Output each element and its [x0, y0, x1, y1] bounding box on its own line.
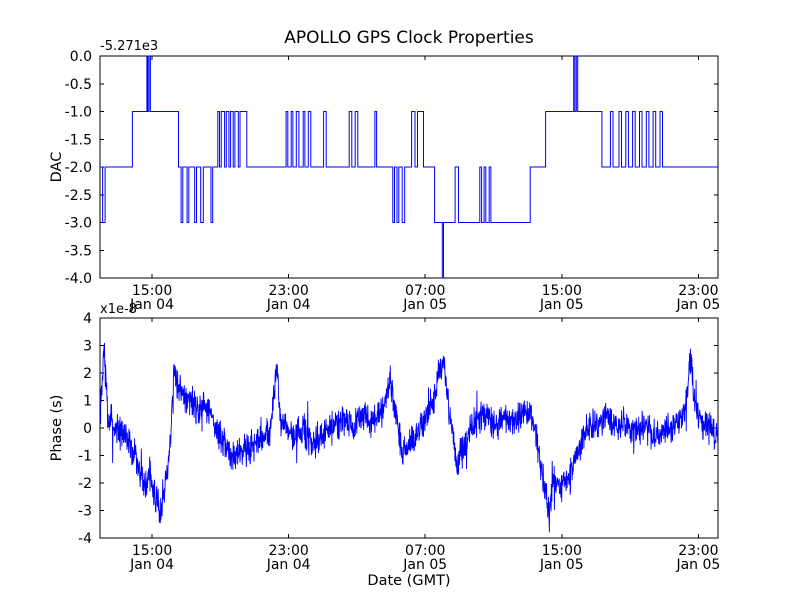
y-tick-label: -1.0 — [65, 105, 92, 121]
y-tick-label: -4.0 — [65, 271, 92, 287]
x-tick-date-label: Jan 05 — [539, 557, 584, 573]
phase-signal-line — [99, 342, 719, 533]
y-tick-label: -2 — [78, 476, 92, 492]
x-tick-time-label: 23:00 — [678, 283, 718, 299]
x-tick-time-label: 15:00 — [542, 543, 582, 559]
x-tick-time-label: 15:00 — [132, 283, 172, 299]
x-tick-time-label: 15:00 — [542, 283, 582, 299]
y-tick-label: -1.5 — [65, 132, 92, 148]
y-tick-label: 4 — [83, 311, 92, 327]
y-tick-label: 3 — [83, 339, 92, 355]
x-tick-date-label: Jan 04 — [129, 557, 174, 573]
phase-ylabel: Phase (s) — [49, 395, 65, 462]
x-tick-date-label: Jan 04 — [266, 557, 311, 573]
y-tick-label: -4 — [78, 531, 92, 547]
y-tick-label: -2.0 — [65, 160, 92, 176]
y-tick-label: 0 — [83, 421, 92, 437]
dac-axes: 0.0 -0.5 -1.0 -1.5 -2.0 -2.5 -3.0 -3.5 -4.0 15:00… — [65, 49, 721, 313]
x-tick-time-label: 23:00 — [268, 543, 308, 559]
y-tick-label: 0.0 — [70, 49, 92, 65]
xlabel: Date (GMT) — [367, 573, 450, 589]
chart-title: APOLLO GPS Clock Properties — [284, 28, 534, 48]
y-tick-label: -3.0 — [65, 216, 92, 232]
y-tick-label: -3.5 — [65, 243, 92, 259]
x-tick-time-label: 07:00 — [405, 543, 445, 559]
y-tick-label: 1 — [83, 394, 92, 410]
x-tick-time-label: 15:00 — [132, 543, 172, 559]
x-tick-date-label: Jan 05 — [675, 557, 720, 573]
y-tick-label: -0.5 — [65, 77, 92, 93]
x-tick-date-label: Jan 05 — [539, 297, 584, 313]
y-tick-label: -1 — [78, 449, 92, 465]
x-tick-time-label: 07:00 — [405, 283, 445, 299]
x-tick-time-label: 23:00 — [268, 283, 308, 299]
phase-multiplier-label: x1e-8 — [100, 302, 137, 317]
x-tick-date-label: Jan 05 — [675, 297, 720, 313]
y-tick-label: 2 — [83, 366, 92, 382]
x-tick-date-label: Jan 04 — [129, 297, 174, 313]
x-tick-date-label: Jan 04 — [266, 297, 311, 313]
y-tick-label: -3 — [78, 504, 92, 520]
x-tick-date-label: Jan 05 — [402, 297, 447, 313]
x-tick-time-label: 23:00 — [678, 543, 718, 559]
dac-ylabel: DAC — [49, 152, 65, 183]
x-tick-date-label: Jan 05 — [402, 557, 447, 573]
dac-offset-label: -5.271e3 — [100, 39, 158, 54]
dac-step-line — [100, 55, 718, 279]
y-tick-label: -2.5 — [65, 188, 92, 204]
